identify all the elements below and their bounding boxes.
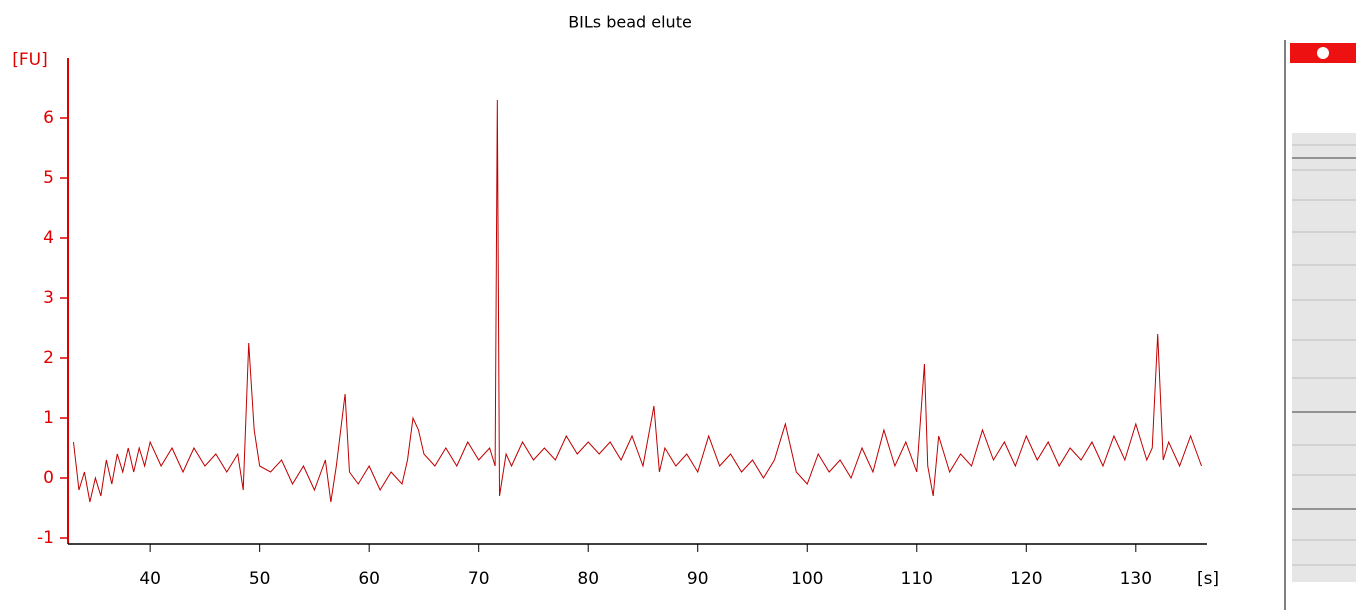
y-tick-label: 4 [43,228,54,248]
x-tick-label: 110 [901,569,933,589]
x-tick-label: 60 [358,569,380,589]
chart-title: BILs bead elute [568,13,692,32]
y-tick-label: 1 [43,408,54,428]
y-tick-label: 0 [43,468,54,488]
y-axis-label: [FU] [12,50,48,70]
y-tick-label: 6 [43,108,54,128]
x-tick-label: 120 [1010,569,1042,589]
x-tick-label: 90 [687,569,709,589]
y-tick-label: 3 [43,288,54,308]
y-tick-label: -1 [37,528,54,548]
x-tick-label: 70 [468,569,490,589]
y-tick-label: 2 [43,348,54,368]
x-tick-label: 80 [577,569,599,589]
trace [72,99,1202,503]
gel-lane [1284,40,1356,610]
x-tick-label: 40 [139,569,161,589]
y-tick-label: 5 [43,168,54,188]
x-tick-label: 130 [1120,569,1152,589]
x-axis-label: [s] [1197,569,1219,589]
x-tick-label: 50 [249,569,271,589]
x-tick-label: 100 [791,569,823,589]
